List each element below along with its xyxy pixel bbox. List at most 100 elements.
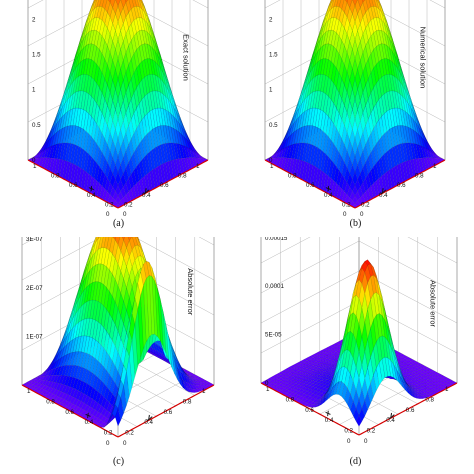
- x-tick-label: 1: [27, 388, 31, 395]
- x-tick-label: 0.8: [288, 173, 297, 180]
- z-axis-label: Absolute error: [429, 280, 438, 328]
- x-tick-label: 0: [123, 440, 127, 447]
- x-tick-label: 0.2: [105, 201, 114, 208]
- x-tick-label: 0.2: [342, 201, 351, 208]
- x-tick-label: 0.4: [324, 192, 333, 199]
- z-tick-label: 0: [269, 157, 273, 164]
- caption-b: (b): [349, 218, 362, 229]
- y-tick-label: 1: [445, 386, 449, 393]
- y-tick-label: 0.6: [397, 182, 406, 189]
- y-tick-label: 0.2: [361, 201, 370, 208]
- y-tick-label: 0.8: [425, 396, 434, 403]
- x-tick-label: 0.8: [51, 173, 60, 180]
- surface-rim: [21, 384, 215, 438]
- x-tick-label: 0: [360, 211, 364, 218]
- surface-rim: [260, 382, 458, 436]
- x-tick-label: 1: [33, 163, 37, 170]
- x-axis-label: x: [324, 408, 333, 418]
- z-tick-label: 1: [269, 87, 273, 94]
- z-axis-label: Absolute error: [186, 268, 195, 316]
- caption-c: (c): [112, 456, 125, 467]
- surface-plot-numerical: 00.20.40.60.8100.20.40.60.8100.511.522.5…: [264, 0, 446, 218]
- x-tick-label: 0.6: [305, 407, 314, 414]
- y-axis-label: y: [380, 186, 389, 196]
- y-axis-label: y: [388, 410, 397, 420]
- y-tick-label: 1: [433, 163, 437, 170]
- z-axis-label: Exact solution: [182, 34, 191, 81]
- surface-plot-error-c: 0 0.2 0.4 0.6 0.8 1 0 0.2 0.4 0.6 0.8 1 1E-07 2E-07 3E…: [21, 237, 215, 447]
- z-tick-label: 0.5: [32, 122, 41, 129]
- z-tick-label: 2: [32, 16, 36, 23]
- surface-mesh: [264, 0, 446, 209]
- z-tick-label: 1.5: [269, 51, 278, 58]
- surface-rim: [264, 159, 446, 209]
- z-axis-label: Numerical solution: [419, 27, 428, 89]
- z-tick-label: 5E-05: [265, 332, 282, 339]
- surface-plot-error-d: 00.20.40.60.8100.20.40.60.8105E-050.0001…: [260, 237, 458, 445]
- y-axis-label: y: [146, 412, 155, 422]
- y-tick-label: 0.8: [183, 398, 192, 405]
- z-tick-label: 0: [265, 380, 269, 387]
- y-tick-label: 0: [106, 211, 110, 218]
- y-tick-label: 0.6: [406, 407, 415, 414]
- y-tick-label: 0.6: [164, 409, 173, 416]
- x-tick-label: 0.4: [87, 192, 96, 199]
- x-axis-label: x: [324, 183, 333, 193]
- x-tick-label: 0.6: [306, 182, 315, 189]
- x-tick-label: 0.8: [46, 398, 55, 405]
- z-tick-label: 1E-07: [26, 333, 43, 340]
- z-tick-label: 2: [269, 16, 273, 23]
- x-tick-label: 0.6: [65, 409, 74, 416]
- x-tick-label: 0.4: [325, 417, 334, 424]
- y-tick-label: 1: [202, 388, 206, 395]
- panel-numerical-solution: 00.20.40.60.8100.20.40.60.8100.511.522.5…: [237, 0, 474, 237]
- z-tick-label: 1.5: [32, 51, 41, 58]
- y-tick-label: 0.2: [367, 428, 376, 435]
- z-tick-label: 0.00015: [265, 237, 288, 242]
- x-tick-label: 0: [123, 211, 127, 218]
- tick-labels: 0 0.2 0.4 0.6 0.8 1 0 0.2 0.4 0.6 0.8 1 1E-07 2E-07 3E…: [26, 237, 206, 447]
- x-tick-label: 1: [270, 163, 274, 170]
- y-tick-label: 0.8: [178, 173, 187, 180]
- surface-mesh: [21, 237, 215, 428]
- y-tick-label: 0.2: [125, 430, 134, 437]
- x-axis-label: x: [87, 183, 96, 193]
- z-tick-label: 0.5: [269, 122, 278, 129]
- x-tick-label: 0.8: [286, 396, 295, 403]
- surface-mesh: [260, 259, 458, 427]
- x-tick-label: 0: [364, 438, 368, 445]
- y-tick-label: 0: [347, 438, 351, 445]
- panel-absolute-error-c: 0 0.2 0.4 0.6 0.8 1 0 0.2 0.4 0.6 0.8 1 1E-07 2E-07 3E…: [0, 237, 237, 474]
- x-tick-label: 0.2: [344, 428, 353, 435]
- y-tick-label: 0.4: [386, 417, 395, 424]
- y-tick-label: 0: [106, 440, 110, 447]
- y-axis-label: y: [143, 186, 152, 196]
- y-tick-label: 0.8: [415, 173, 424, 180]
- y-tick-label: 1: [196, 163, 200, 170]
- z-tick-label: 3E-07: [26, 237, 43, 243]
- x-tick-label: 0.2: [104, 430, 113, 437]
- z-tick-label: 0: [32, 157, 36, 164]
- y-tick-label: 0: [343, 211, 347, 218]
- z-tick-label: 1: [32, 87, 36, 94]
- x-tick-label: 1: [266, 386, 270, 393]
- y-tick-label: 0.2: [124, 201, 133, 208]
- panel-exact-solution: 00.20.40.60.8100.20.40.60.8100.511.522.5…: [0, 0, 237, 237]
- z-tick-label: 2E-07: [26, 285, 43, 292]
- tick-labels: 00.20.40.60.8100.20.40.60.8105E-050.0001…: [265, 237, 449, 445]
- y-tick-label: 0.6: [160, 182, 169, 189]
- surface-rim: [27, 159, 209, 209]
- caption-d: (d): [349, 456, 362, 467]
- x-tick-label: 0.6: [69, 182, 78, 189]
- surface-plot-exact: 00.20.40.60.8100.20.40.60.8100.511.522.5…: [27, 0, 209, 218]
- y-tick-label: 0.4: [142, 192, 151, 199]
- x-tick-label: 0.4: [85, 419, 94, 426]
- z-tick-label: 0.0001: [265, 283, 284, 290]
- y-tick-label: 0.4: [379, 192, 388, 199]
- caption-a: (a): [112, 218, 125, 229]
- panel-absolute-error-d: 0 0.2 0.4 0.6 0.8 1 0 0.2 0.4 0.6 0.8 1 0 5E-05 0.0001…: [237, 237, 474, 474]
- surface-mesh: [27, 0, 209, 209]
